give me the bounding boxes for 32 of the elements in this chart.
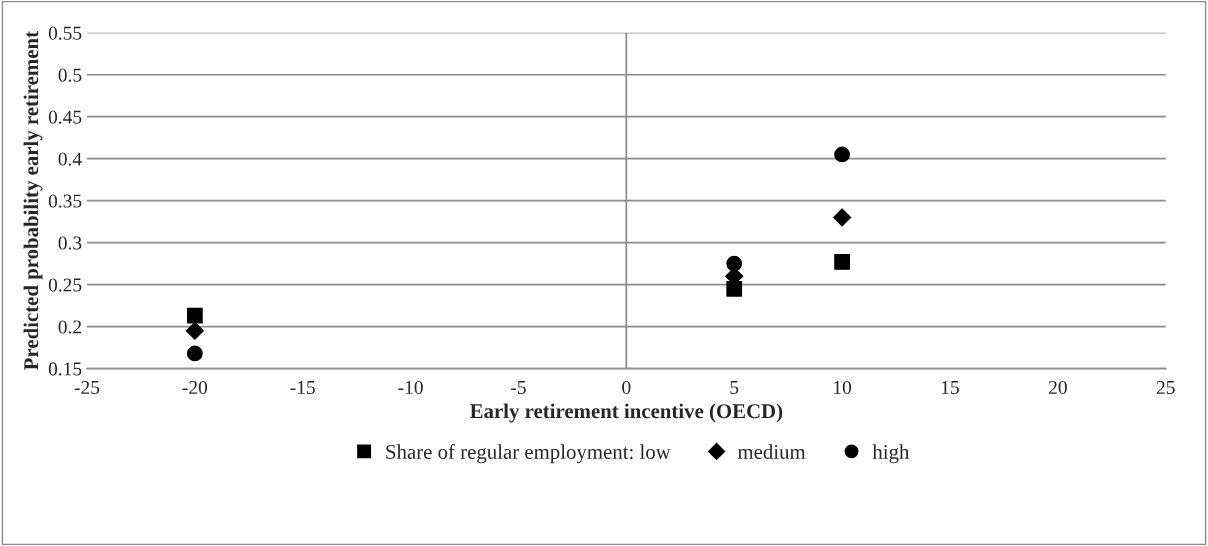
y-tick-label: 0.2 bbox=[58, 320, 82, 334]
point bbox=[186, 345, 203, 362]
y-tick-label: 0.35 bbox=[48, 194, 82, 208]
x-tick-label: 25 bbox=[1156, 380, 1175, 395]
legend-label: medium bbox=[737, 444, 806, 459]
y-tick-label: 0.25 bbox=[48, 278, 82, 292]
x-tick-label: -15 bbox=[290, 381, 315, 395]
x-tick-label: 10 bbox=[834, 380, 852, 395]
y-axis-title: Predicted probability early retirement bbox=[23, 31, 43, 370]
point bbox=[834, 146, 850, 163]
x-tick-label: -20 bbox=[182, 380, 208, 395]
legend-label: high bbox=[872, 444, 910, 464]
x-tick-label: -25 bbox=[74, 380, 100, 395]
x-tick-label: -10 bbox=[398, 380, 423, 395]
point bbox=[726, 255, 743, 272]
y-tick-label: 0.55 bbox=[48, 26, 82, 40]
x-tick-label: 20 bbox=[1048, 380, 1067, 395]
x-tick-label: 15 bbox=[941, 381, 959, 395]
legend-label: Share of regular employment: low bbox=[386, 444, 671, 464]
y-tick-label: 0.4 bbox=[58, 152, 82, 166]
x-tick-label: 0 bbox=[622, 380, 631, 395]
point bbox=[726, 280, 743, 297]
y-tick-label: 0.45 bbox=[48, 110, 82, 124]
point bbox=[832, 208, 852, 227]
x-axis-title: Early retirement incentive (OECD) bbox=[470, 403, 783, 423]
y-tick-label: 0.15 bbox=[48, 362, 82, 376]
point bbox=[186, 307, 203, 324]
x-tick-label: 5 bbox=[730, 381, 739, 395]
y-tick-label: 0.5 bbox=[58, 68, 82, 82]
y-tick-label: 0.3 bbox=[58, 236, 82, 250]
x-tick-label: -5 bbox=[511, 381, 526, 395]
point bbox=[834, 254, 850, 270]
